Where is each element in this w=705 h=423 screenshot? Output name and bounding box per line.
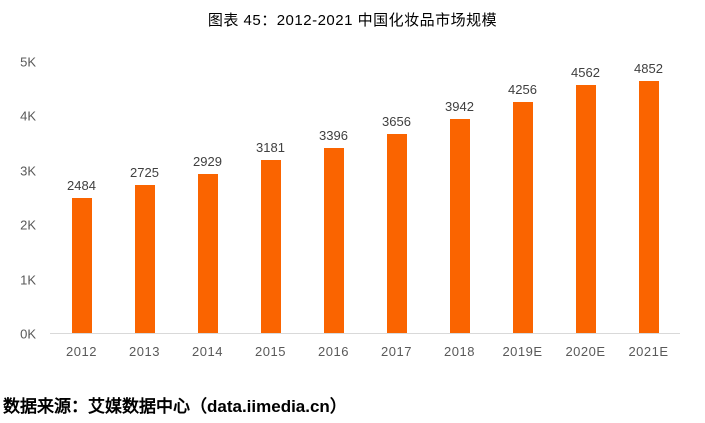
bar	[386, 134, 407, 333]
bar-value-label: 3396	[319, 128, 348, 144]
x-tick-label: 2017	[381, 344, 412, 359]
bar-value-label: 3656	[382, 114, 411, 130]
bar-column: 3656	[365, 61, 428, 333]
bar-value-label: 4256	[508, 81, 537, 97]
x-tick-label: 2016	[318, 344, 349, 359]
bar-column: 2929	[176, 61, 239, 333]
bar	[512, 101, 533, 333]
bar-column: 2725	[113, 61, 176, 333]
bar-value-label: 3181	[256, 140, 285, 155]
bar-column: 3942	[428, 61, 491, 333]
bar-value-label: 2929	[193, 153, 222, 169]
x-tick-label: 2014	[192, 344, 223, 359]
bar-column: 2484	[50, 61, 113, 333]
bar	[197, 173, 218, 333]
x-tick-label: 2019E	[502, 344, 543, 359]
bar-value-label: 2725	[130, 164, 159, 180]
x-tick-label: 2020E	[565, 344, 606, 359]
bar	[323, 148, 344, 333]
bar-value-label: 4852	[634, 61, 663, 76]
y-tick-label: 4K	[20, 108, 36, 124]
y-tick-label: 1K	[20, 272, 36, 288]
bar-value-label: 3942	[445, 98, 474, 114]
x-tick-label: 2012	[66, 344, 97, 359]
y-tick-label: 2K	[20, 217, 36, 233]
plot-area: 2484 2725 2929 3181 3396 3656 3942 4256 4562 4852	[50, 61, 680, 334]
y-tick-label: 5K	[20, 54, 36, 70]
bar-column: 3181	[239, 61, 302, 333]
x-tick-label: 2021E	[628, 344, 669, 359]
chart-title: 图表 45：2012-2021 中国化妆品市场规模	[207, 12, 498, 29]
bar	[638, 81, 659, 333]
bar	[260, 160, 281, 333]
x-axis-baseline	[50, 333, 680, 334]
bar-value-label: 2484	[67, 177, 96, 193]
bar	[134, 184, 155, 333]
bar-series: 2484 2725 2929 3181 3396 3656 3942 4256 4562 4852	[50, 61, 680, 333]
y-tick-label: 3K	[20, 163, 36, 179]
source-note: 数据来源：艾媒数据中心（data.iimedia.cn）	[3, 397, 347, 416]
bar-value-label: 4562	[571, 64, 600, 80]
x-axis: 2012 2013 2014 2015 2016 2017 2018 2019E 2020E 20…	[50, 344, 680, 359]
bar-column: 4852	[617, 61, 680, 333]
bar	[449, 118, 470, 333]
x-tick-label: 2018	[444, 344, 475, 359]
bar-column: 4562	[554, 61, 617, 333]
bar	[71, 197, 92, 333]
x-tick-label: 2013	[129, 344, 160, 359]
bar	[575, 84, 596, 333]
bar-column: 3396	[302, 61, 365, 333]
y-tick-label: 0K	[20, 326, 36, 342]
x-tick-label: 2015	[255, 344, 286, 359]
bar-column: 4256	[491, 61, 554, 333]
